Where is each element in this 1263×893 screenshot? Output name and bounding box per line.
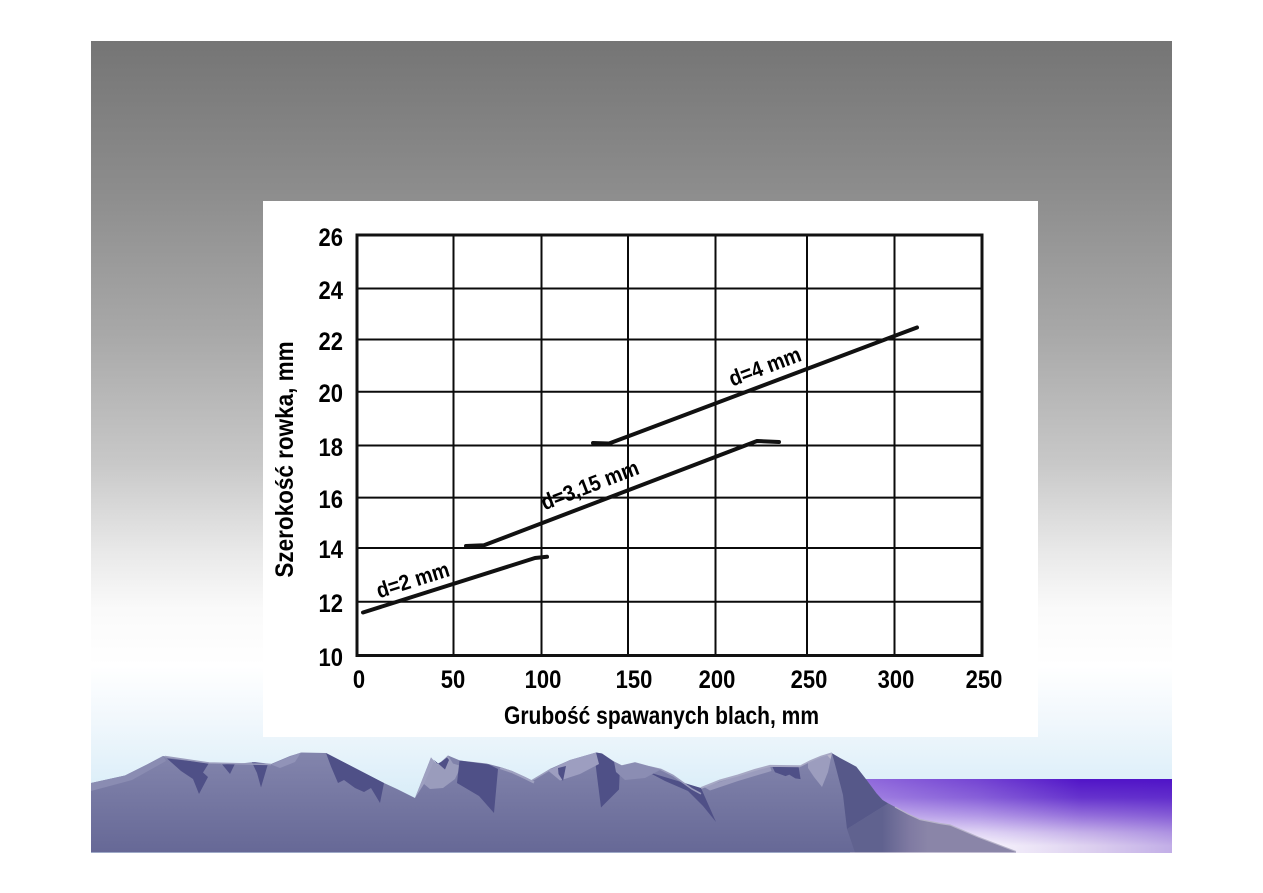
svg-text:14: 14: [319, 536, 343, 564]
svg-text:12: 12: [319, 590, 343, 618]
svg-text:Grubość spawanych blach, mm: Grubość spawanych blach, mm: [504, 701, 819, 729]
svg-text:20: 20: [319, 380, 343, 408]
svg-text:0: 0: [353, 666, 365, 694]
svg-text:Szerokość rowka, mm: Szerokość rowka, mm: [271, 341, 299, 577]
svg-text:26: 26: [319, 224, 343, 252]
svg-text:250: 250: [966, 666, 1003, 694]
svg-text:250: 250: [791, 666, 828, 694]
svg-text:10: 10: [319, 644, 343, 672]
svg-text:22: 22: [319, 328, 343, 356]
svg-text:100: 100: [525, 666, 562, 694]
svg-text:50: 50: [441, 666, 465, 694]
svg-text:200: 200: [699, 666, 736, 694]
svg-text:18: 18: [319, 434, 343, 462]
svg-text:150: 150: [616, 666, 653, 694]
svg-text:300: 300: [878, 666, 915, 694]
svg-text:24: 24: [319, 277, 343, 305]
svg-text:16: 16: [319, 486, 343, 514]
